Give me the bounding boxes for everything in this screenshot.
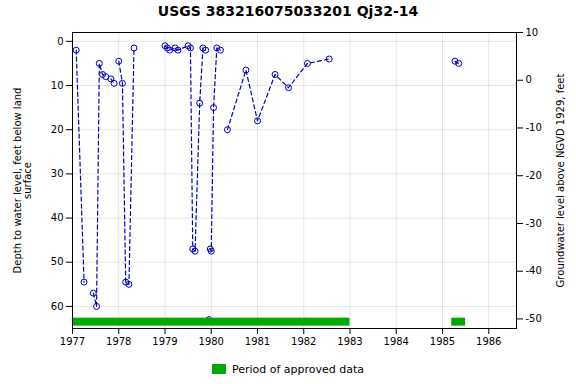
svg-text:-30: -30 — [526, 218, 542, 229]
svg-text:10: 10 — [526, 27, 539, 38]
svg-text:10: 10 — [51, 80, 64, 91]
svg-text:Depth to water level, feet bel: Depth to water level, feet below landsur… — [12, 88, 33, 274]
svg-text:1979: 1979 — [152, 336, 177, 347]
svg-text:1978: 1978 — [106, 336, 131, 347]
svg-text:60: 60 — [51, 301, 64, 312]
svg-text:40: 40 — [51, 212, 64, 223]
svg-text:30: 30 — [51, 168, 64, 179]
html-text:Period of approved data: Period of approved data — [231, 362, 365, 376]
svg-text:1981: 1981 — [245, 336, 270, 347]
svg-text:0: 0 — [526, 74, 532, 85]
svg-text:-50: -50 — [526, 313, 542, 324]
svg-text:1985: 1985 — [430, 336, 455, 347]
svg-text:Groundwater level above NGVD 1: Groundwater level above NGVD 1929, feet — [555, 74, 566, 288]
svg-text:1980: 1980 — [199, 336, 224, 347]
svg-text:1984: 1984 — [384, 336, 409, 347]
svg-text:-40: -40 — [526, 265, 542, 276]
svg-text:20: 20 — [51, 124, 64, 135]
svg-text:-10: -10 — [526, 122, 542, 133]
html-text:USGS 383216075033201 Qj32-14: USGS 383216075033201 Qj32-14 — [157, 3, 419, 19]
svg-text:1986: 1986 — [476, 336, 501, 347]
svg-text:1977: 1977 — [60, 336, 85, 347]
svg-text:50: 50 — [51, 256, 64, 267]
svg-text:1983: 1983 — [337, 336, 362, 347]
svg-text:1982: 1982 — [291, 336, 316, 347]
svg-text:0: 0 — [57, 36, 63, 47]
svg-text:-20: -20 — [526, 170, 542, 181]
